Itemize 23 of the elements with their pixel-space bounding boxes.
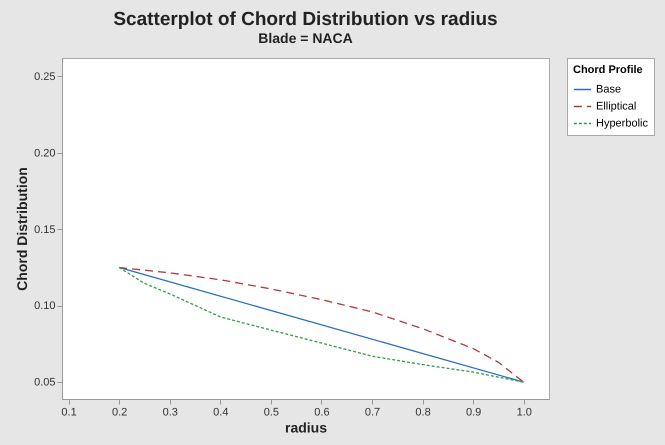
y-tick-label: 0.05: [34, 376, 56, 389]
x-tick-label: 0.8: [415, 406, 431, 418]
y-tick-label: 0.15: [34, 224, 56, 236]
x-tick-label: 0.5: [264, 406, 280, 418]
y-tick-label: 0.10: [34, 300, 56, 312]
chart-subtitle: Blade = NACA: [258, 30, 353, 46]
chart-title: Scatterplot of Chord Distribution vs radius: [113, 9, 498, 30]
legend-label: Elliptical: [596, 100, 636, 112]
x-tick-label: 0.6: [314, 406, 330, 418]
legend-title: Chord Profile: [573, 64, 643, 76]
y-tick-label: 0.20: [34, 147, 56, 160]
x-tick-label: 0.2: [112, 406, 128, 418]
y-tick-label: 0.25: [34, 70, 56, 83]
x-tick-label: 0.3: [162, 406, 178, 418]
x-tick-label: 0.1: [61, 406, 77, 418]
x-axis-title: radius: [284, 420, 328, 436]
x-tick-label: 1.0: [516, 406, 532, 418]
x-tick-label: 0.4: [213, 406, 228, 418]
legend-label: Base: [596, 84, 622, 96]
x-tick-label: 0.9: [466, 406, 482, 418]
legend-label: Hyperbolic: [596, 118, 648, 130]
y-axis-title: Chord Distribution: [14, 167, 30, 291]
x-tick-label: 0.7: [364, 406, 380, 418]
